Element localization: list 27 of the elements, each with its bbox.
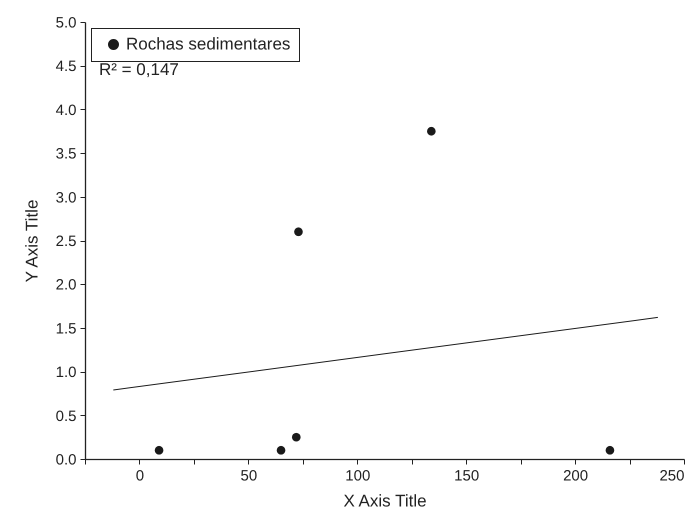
- x-axis-title: X Axis Title: [343, 492, 427, 510]
- y-tick-label: 5.0: [56, 14, 76, 32]
- y-axis-title: Y Axis Title: [22, 200, 42, 282]
- y-tick-label: 3.5: [56, 146, 76, 163]
- y-tick-label: 3.0: [56, 189, 76, 206]
- y-tick-label: 4.0: [56, 102, 76, 119]
- legend-label: Rochas sedimentares: [126, 34, 290, 54]
- y-tick-label: 2.5: [56, 233, 76, 250]
- y-tick-label: 4.5: [56, 58, 76, 76]
- point: [292, 432, 301, 442]
- point: [427, 126, 436, 136]
- x-tick-label: 250: [659, 468, 684, 484]
- x-tick-label: 100: [345, 468, 370, 484]
- y-tick-label: 2.0: [56, 276, 76, 294]
- x-tick-label: 200: [563, 468, 588, 484]
- y-tick-label: 0.0: [56, 452, 76, 468]
- x-tick-label: 0: [136, 468, 144, 484]
- x-tick-label: 150: [454, 468, 480, 484]
- point: [294, 227, 303, 236]
- point: [276, 446, 286, 455]
- x-tick-label: 50: [240, 468, 258, 484]
- y-tick-label: 1.0: [56, 364, 76, 382]
- point: [154, 446, 164, 455]
- annotation: R² = 0,147: [99, 60, 179, 79]
- point: [606, 446, 614, 455]
- y-tick-label: 0.5: [56, 408, 76, 425]
- y-tick-label: 1.5: [56, 320, 76, 338]
